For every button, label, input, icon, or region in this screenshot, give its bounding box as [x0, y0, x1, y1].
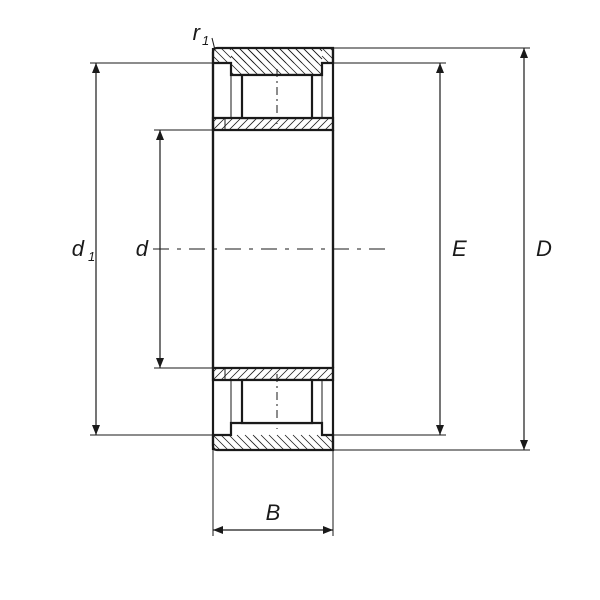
svg-text:r: r — [193, 20, 202, 45]
svg-text:E: E — [452, 236, 467, 261]
svg-text:d: d — [72, 236, 85, 261]
svg-text:1: 1 — [88, 249, 95, 264]
svg-text:1: 1 — [202, 33, 209, 48]
svg-text:D: D — [536, 236, 552, 261]
svg-text:B: B — [266, 500, 281, 525]
svg-text:d: d — [136, 236, 149, 261]
bearing-cross-section-diagram: r1d1dEDB — [0, 0, 600, 600]
